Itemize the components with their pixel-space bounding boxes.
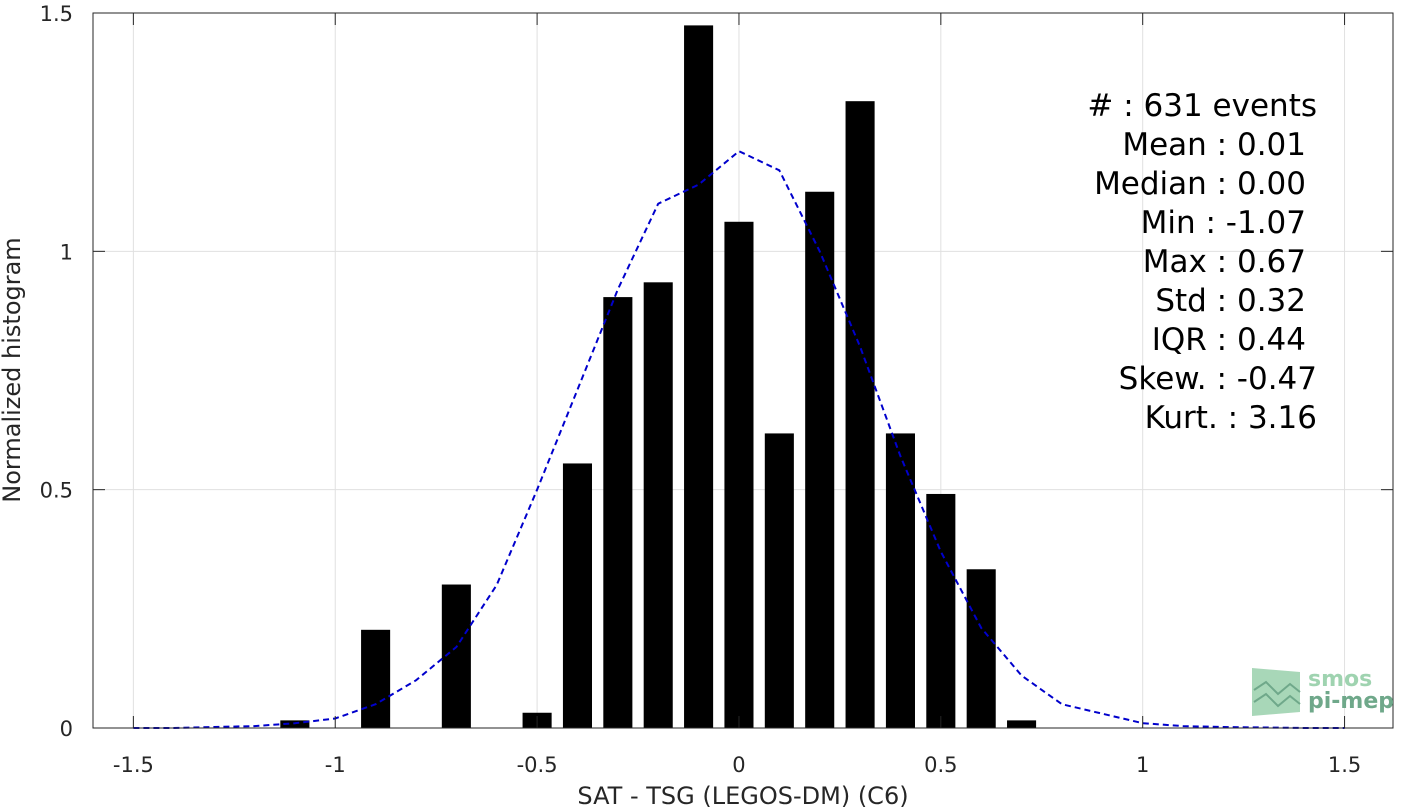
histogram-bar: [361, 629, 391, 728]
stats-line: Median : 0.00: [1094, 166, 1306, 202]
histogram-bar: [966, 569, 996, 728]
histogram-bar: [926, 493, 956, 728]
logo-text-smos: smos: [1308, 667, 1372, 692]
histogram-bar: [885, 433, 915, 728]
y-tick-labels: 0 0.5 1 1.5: [40, 2, 73, 741]
histogram-bars: [280, 25, 1037, 729]
stats-line: # : 631 events: [1087, 88, 1317, 124]
axis-ticks: [93, 12, 1393, 729]
x-tick-label: 1.5: [1328, 753, 1361, 777]
stats-line: IQR : 0.44: [1152, 322, 1306, 358]
logo-wave-line: [1253, 680, 1301, 696]
logo-text-pimep: pi-mep: [1308, 689, 1394, 714]
histogram-bar: [562, 463, 593, 728]
x-tick-label: -1.5: [113, 753, 154, 777]
histogram-bar: [643, 282, 673, 728]
stats-line: Mean : 0.01: [1122, 127, 1306, 163]
x-tick-labels: -1.5 -1 -0.5 0 0.5 1 1.5: [113, 753, 1361, 777]
histogram-bar: [603, 297, 633, 728]
histogram-bar: [684, 25, 714, 729]
logo-wave-line: [1253, 692, 1301, 708]
histogram-bar: [805, 191, 835, 728]
stats-line: Kurt. : 3.16: [1145, 400, 1317, 436]
y-tick-label: 0: [60, 717, 73, 741]
x-tick-label: 1: [1136, 753, 1149, 777]
y-tick-label: 1.5: [40, 2, 73, 26]
y-tick-label: 0.5: [40, 479, 73, 503]
histogram-bar: [845, 101, 875, 728]
x-tick-label: 0: [732, 753, 745, 777]
stats-line: Min : -1.07: [1141, 205, 1306, 241]
x-tick-label: -0.5: [517, 753, 558, 777]
stats-line: Std : 0.32: [1155, 283, 1306, 319]
x-axis-label: SAT - TSG (LEGOS-DM) (C6): [577, 782, 908, 809]
histogram-bar: [1007, 720, 1037, 728]
plot-frame: [92, 12, 1394, 729]
y-axis-label: Normalized histogram: [0, 237, 26, 502]
histogram-bar: [724, 221, 754, 728]
stats-line: Max : 0.67: [1143, 244, 1306, 280]
histogram-bar: [764, 433, 794, 728]
smos-pi-mep-logo: smos pi-mep: [1252, 667, 1394, 716]
y-tick-label: 1: [60, 240, 73, 264]
x-tick-label: -1: [325, 753, 346, 777]
x-tick-label: 0.5: [924, 753, 957, 777]
stats-line: Skew. : -0.47: [1119, 361, 1317, 397]
